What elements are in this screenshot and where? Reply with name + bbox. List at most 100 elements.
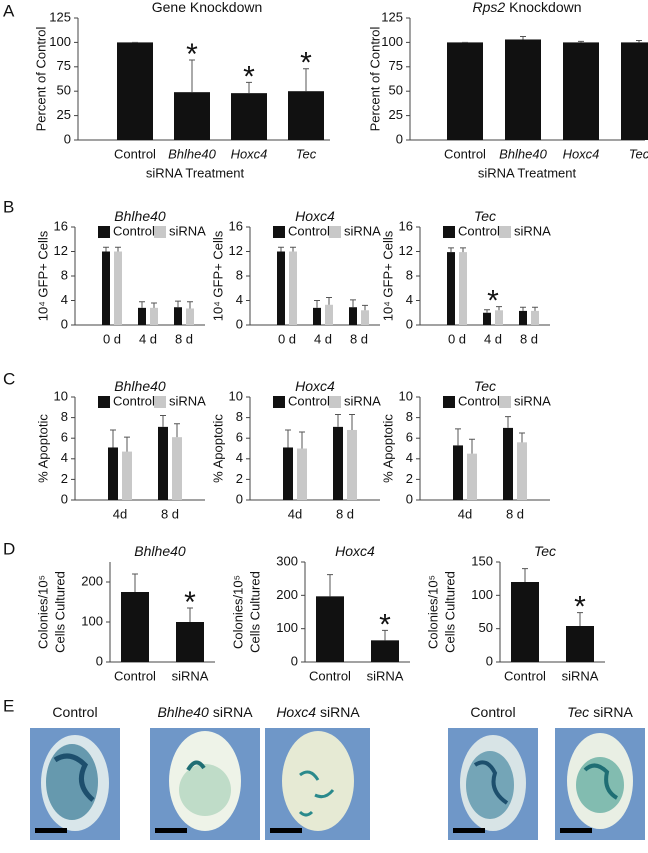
title-gene: Hoxc4 [335,543,375,559]
x-tick-label: 0 d [448,331,466,346]
error-bar [577,612,583,626]
y-tick-label: 10 [399,388,413,403]
title-text: Gene Knockdown [152,0,263,15]
image-caption: Control [470,704,515,720]
y-axis-label: % Apoptotic [380,414,395,483]
error-bar [290,246,296,252]
y-tick-label: 50 [479,620,493,635]
image-caption: Hoxc4 siRNA [276,704,360,720]
title-gene: Hoxc4 [295,208,335,224]
x-tick-label: siRNA [562,668,599,683]
x-tick-label: Bhlhe40 [499,146,547,161]
y-tick-label: 300 [276,553,298,568]
x-tick-label: 8 d [350,331,368,346]
y-tick-label: 25 [57,107,71,122]
legend-label: siRNA [344,223,381,238]
y-tick-label: 125 [381,9,403,24]
y-tick-label: 8 [61,409,68,424]
error-bar [382,629,388,641]
bar [121,592,149,662]
title-gene: Bhlhe40 [114,208,166,224]
bar [453,445,463,500]
y-tick-label: 2 [61,471,68,486]
y-tick-label: 100 [471,587,493,602]
x-tick-label: 8 d [336,506,354,521]
caption-text: Control [52,704,97,720]
y-axis-label: Percent of Control [33,27,48,132]
legend-label: siRNA [514,393,551,408]
x-tick-label: Bhlhe40 [168,146,216,161]
title-gene: Bhlhe40 [114,378,166,394]
bar [174,307,182,325]
x-tick-label: Control [504,668,546,683]
significance-mark: * [487,285,499,318]
error-bar [327,574,333,597]
y-axis-label: Colonies/10⁵ [35,575,50,649]
bar [174,92,210,140]
y-tick-label: 150 [471,553,493,568]
x-axis-label: siRNA Treatment [478,165,577,180]
error-bar [349,414,355,430]
y-tick-label: 4 [61,292,68,307]
y-axis-label: Cells Cultured [442,571,457,653]
bar [459,252,467,325]
bar [519,310,527,325]
bar [102,251,110,325]
y-axis-label: 10⁴ GFP+ Cells [210,230,225,321]
bar [447,252,455,325]
x-tick-label: 0 d [103,331,121,346]
bar [566,626,594,662]
y-axis-label: 10⁴ GFP+ Cells [380,230,395,321]
title-gene: Hoxc4 [295,378,335,394]
legend-label: Control [458,223,500,238]
legend-swatch [329,226,341,238]
y-tick-label: 50 [389,83,403,98]
error-bar [350,299,356,308]
y-axis-label: Percent of Control [367,27,382,132]
x-tick-label: Hoxc4 [563,146,600,161]
legend-swatch [154,226,166,238]
bar [467,453,477,500]
bar [349,307,357,325]
y-axis-label: 10⁴ GFP+ Cells [35,230,50,321]
error-bar [303,68,309,92]
bar [563,42,599,140]
y-tick-label: 0 [406,491,413,506]
bar [347,429,357,500]
y-tick-label: 8 [406,267,413,282]
x-tick-label: siRNA [367,668,404,683]
y-tick-label: 0 [61,316,68,331]
chart-title: Tec [474,208,496,224]
error-bar [132,573,138,592]
y-tick-label: 0 [61,491,68,506]
x-tick-label: 4d [458,506,472,521]
x-tick-label: Control [309,668,351,683]
error-bar [115,246,121,252]
legend-swatch [499,396,511,408]
bar [621,42,648,140]
chart-title: Bhlhe40 [114,378,166,394]
y-tick-label: 4 [236,292,243,307]
y-axis-label: Cells Cultured [247,571,262,653]
chart-title: Bhlhe40 [134,543,186,559]
photo [30,728,645,840]
y-tick-label: 6 [61,430,68,445]
bar [505,39,541,140]
y-tick-label: 200 [81,573,103,588]
error-bar [362,304,368,311]
bar [361,310,369,325]
panel-label: E [3,696,14,715]
y-tick-label: 0 [96,653,103,668]
error-bar [278,246,284,252]
error-bar [189,59,195,93]
error-bar [496,306,502,311]
x-tick-label: 4 d [139,331,157,346]
y-tick-label: 0 [486,653,493,668]
error-bar [151,302,157,308]
error-bar [522,568,528,582]
error-bar [532,306,538,311]
y-tick-label: 8 [236,409,243,424]
chart-title: Hoxc4 [295,378,335,394]
legend-label: Control [288,223,330,238]
